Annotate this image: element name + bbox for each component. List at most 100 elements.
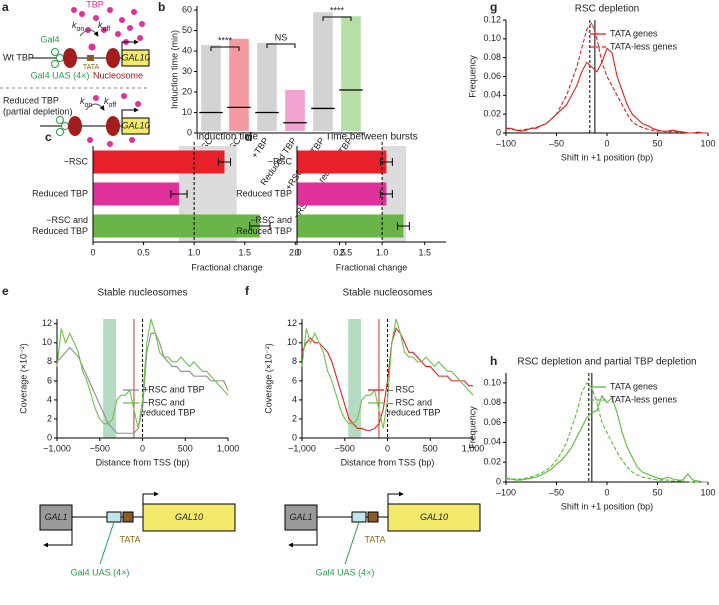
y-tick-label: 0.02: [483, 457, 501, 467]
x-tick-label: 500: [178, 443, 193, 453]
x-tick-label: –100: [496, 487, 516, 497]
nucleosome: [106, 48, 120, 68]
y-tick-label: 0.08: [483, 52, 501, 62]
error-bar: [396, 222, 410, 230]
rate-sub: off: [103, 26, 111, 33]
series-line: [56, 318, 229, 429]
panel-label: h: [490, 354, 497, 368]
y-tick-label: Reduced TBP: [236, 188, 292, 198]
x-tick-label: 50: [652, 487, 662, 497]
shaded-band: [348, 319, 361, 438]
annotation: ****: [218, 35, 233, 45]
y-tick-label: 0.10: [483, 377, 501, 387]
y-tick-label: 0.04: [483, 90, 501, 100]
y-tick-label: 2: [292, 413, 297, 423]
x-tick-label: 0: [385, 443, 390, 453]
y-tick-label: 0.02: [483, 109, 501, 119]
arrow: [43, 530, 73, 548]
legend-label: −RSC and: [143, 397, 185, 407]
tbp-dots: [71, 7, 145, 147]
x-tick-label: 100: [700, 487, 715, 497]
rate: kon: [72, 20, 84, 32]
x-tick-label: 0: [140, 443, 145, 453]
rate: koff: [104, 96, 116, 108]
x-tick-label: 2.5: [340, 247, 353, 257]
label: GAL10: [121, 52, 149, 62]
rate-sub: on: [85, 102, 93, 109]
bar: [297, 182, 387, 206]
range: [341, 16, 361, 131]
bracket: [322, 16, 352, 21]
y-tick-label: 10: [42, 337, 52, 347]
x-tick-label: 0: [294, 247, 299, 257]
y-axis-label: Frequency: [467, 55, 477, 98]
x-tick-label: 50: [652, 138, 662, 148]
y-tick-label: 8: [47, 356, 52, 366]
panel-label: d: [245, 130, 252, 144]
x-tick-label: −1,000: [43, 443, 71, 453]
y-tick-label: Reduced TBP: [32, 226, 88, 236]
gal4: [56, 116, 69, 136]
x-axis-label: Shift in +1 position (bp): [561, 152, 653, 162]
bar: [93, 150, 225, 174]
rate-sub: off: [109, 102, 117, 109]
x-tick-label: −500: [90, 443, 110, 453]
chart-title: Stable nucleosomes: [342, 288, 432, 299]
error-bar: [217, 158, 232, 166]
tbp-bound: [88, 43, 96, 51]
rate-k: k: [104, 96, 109, 106]
arrow: [288, 530, 318, 548]
uas-pointer: [344, 521, 360, 565]
rate-k: k: [98, 20, 103, 30]
label: Wt TBP: [3, 52, 34, 62]
y-tick-label: −RSC: [268, 156, 293, 166]
legend-label: TATA-less genes: [610, 41, 678, 51]
nucleosome: [63, 48, 77, 68]
y-axis-label: Induction time (min): [169, 30, 179, 109]
panel-label: e: [2, 284, 9, 298]
y-tick-label: 12: [287, 318, 297, 328]
gene-label: GAL1: [289, 512, 312, 522]
x-tick-label: 1,000: [217, 443, 240, 453]
diagram-a: Wt TBP TBP Gal4 kon koff TATA GAL10 Gal4…: [0, 0, 150, 147]
y-tick-label: 0.04: [483, 437, 501, 447]
range: [201, 44, 221, 131]
chart-title: RSC depletion: [575, 4, 639, 15]
series-line: [506, 394, 708, 483]
series-line: [505, 381, 708, 483]
x-tick-label: 1.5: [418, 247, 431, 257]
legend-label: – RSC and: [388, 397, 432, 407]
series-line: [301, 327, 473, 431]
panel-label: b: [158, 0, 165, 14]
x-tick-label: 0: [604, 487, 609, 497]
label: Gal4 UAS (4×): [31, 70, 90, 80]
tata-label: TATA: [120, 534, 141, 544]
error-bar: [170, 190, 188, 198]
tata-label: TATA: [365, 534, 386, 544]
arrow: [121, 107, 139, 118]
label: GAL10: [121, 120, 149, 130]
x-tick-label: 2.0: [289, 247, 302, 257]
gene-box: [142, 503, 236, 532]
x-tick-label: 0.5: [137, 247, 150, 257]
label: TATA: [83, 64, 100, 71]
y-tick-label: 10: [287, 337, 297, 347]
x-tick-label: −1,000: [288, 443, 316, 453]
y-tick-label: 30: [182, 66, 192, 76]
y-tick-label: −RSC and: [46, 215, 88, 225]
x-axis-label: Shift in +1 position (bp): [561, 501, 653, 511]
annotation: ****: [330, 5, 345, 15]
rate: kon: [80, 96, 92, 108]
tata-box: [122, 511, 134, 523]
arrow: [121, 39, 139, 50]
chart-title: Stable nucleosomes: [97, 288, 187, 299]
series-line: [505, 21, 708, 134]
legend-label: TATA genes: [610, 381, 658, 391]
y-tick-label: 2: [47, 413, 52, 423]
gene-box: [39, 504, 73, 531]
y-tick-label: 40: [182, 45, 192, 55]
y-tick-label: 0.08: [483, 397, 501, 407]
bracket: [266, 43, 296, 48]
label: (partial depletion): [3, 106, 73, 116]
